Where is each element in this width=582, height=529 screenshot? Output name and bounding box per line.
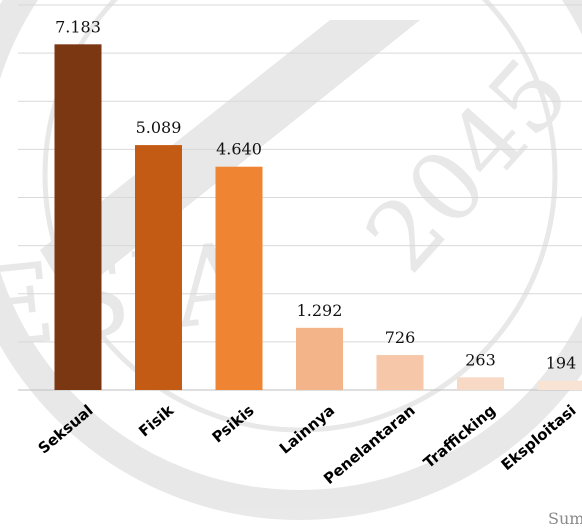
category-label-fisik: Fisik	[135, 401, 178, 441]
value-labels: 7.183 5.089 4.640 1.292 726 263 194	[55, 17, 576, 372]
watermark-text-right: 2045	[344, 37, 582, 294]
watermark-ring-inner	[42, 0, 558, 433]
value-label-penelantaran: 726	[385, 328, 416, 347]
bar-penelantaran	[376, 355, 424, 390]
bar-lainnya	[296, 327, 343, 390]
source-text: Sum	[548, 509, 582, 528]
bar-trafficking	[457, 377, 504, 390]
value-label-seksual: 7.183	[55, 17, 101, 36]
bar-fisik	[135, 145, 182, 390]
bar-eksploitasi	[537, 380, 582, 390]
value-label-lainnya: 1.292	[297, 301, 343, 320]
bar-seksual	[54, 44, 102, 391]
value-label-trafficking: 263	[465, 350, 496, 369]
value-label-fisik: 5.089	[136, 118, 182, 137]
value-label-psikis: 4.640	[216, 140, 262, 159]
bar-psikis	[215, 166, 263, 390]
bars	[54, 44, 582, 391]
value-label-eksploitasi: 194	[546, 354, 577, 373]
